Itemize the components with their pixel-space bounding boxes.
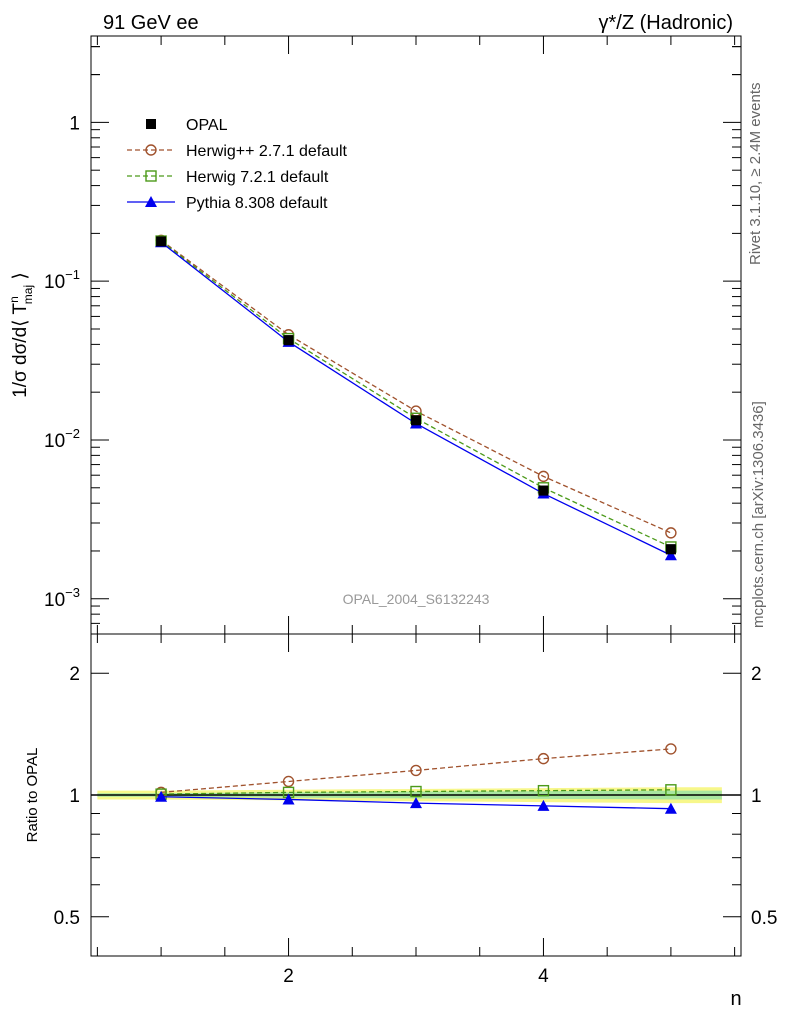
ylabel-sub: maj bbox=[21, 285, 35, 304]
legend-marker bbox=[145, 170, 157, 182]
ratio-point bbox=[665, 743, 677, 755]
y-tick-label: 10−3 bbox=[44, 585, 80, 611]
legend-label: Pythia 8.308 default bbox=[186, 195, 328, 212]
legend-marker bbox=[146, 119, 156, 129]
ratio-line bbox=[161, 789, 671, 795]
rivet-label: Rivet 3.1.10, ≥ 2.4M events bbox=[747, 83, 764, 266]
data-point bbox=[283, 335, 294, 346]
legend-label: OPAL bbox=[186, 117, 228, 134]
ratio-series bbox=[155, 743, 677, 814]
ratio-point bbox=[410, 785, 422, 798]
ratio-y-tick-label: 2 bbox=[69, 664, 80, 685]
ratio-y-tick-label: 1 bbox=[69, 786, 80, 807]
ratio-point bbox=[410, 764, 422, 777]
tick-base: 10 bbox=[44, 590, 65, 611]
ratio-y-tick-label: 0.5 bbox=[54, 908, 80, 929]
ratio-point bbox=[282, 775, 295, 788]
data-point bbox=[538, 485, 549, 496]
tick-exp: −2 bbox=[65, 426, 80, 441]
ylabel-part: ⟩ bbox=[10, 272, 31, 285]
legend: OPAL Herwig++ 2.7.1 default Herwig 7.2.1 d… bbox=[127, 117, 348, 212]
ratio-point bbox=[665, 784, 677, 796]
series-line bbox=[160, 241, 672, 556]
ratio-y-tick-label: 2 bbox=[751, 664, 762, 685]
left-title: 91 GeV ee bbox=[103, 12, 199, 34]
ratio-ylabel: Ratio to OPAL bbox=[24, 748, 41, 843]
legend-marker bbox=[145, 196, 157, 207]
tick-exp: −3 bbox=[65, 585, 80, 600]
ratio-point bbox=[537, 752, 550, 765]
data-point bbox=[664, 549, 677, 561]
ylabel-sup: n bbox=[7, 296, 21, 303]
ratio-y-tick-label: 1 bbox=[751, 786, 762, 807]
analysis-watermark: OPAL_2004_S6132243 bbox=[343, 591, 490, 607]
series-line bbox=[160, 240, 672, 548]
source-label: mcplots.cern.ch [arXiv:1306.3436] bbox=[750, 401, 767, 628]
ratio-y-tick-label: 0.5 bbox=[751, 908, 777, 929]
y-tick-label: 10−2 bbox=[44, 426, 80, 452]
ratio-point bbox=[410, 797, 422, 809]
ratio-point bbox=[155, 790, 168, 802]
legend-marker bbox=[145, 144, 157, 156]
tick-exp: −1 bbox=[65, 267, 80, 282]
data-point bbox=[537, 470, 550, 483]
legend-label: Herwig 7.2.1 default bbox=[186, 169, 329, 186]
main-series bbox=[155, 234, 677, 561]
legend-label: Herwig++ 2.7.1 default bbox=[186, 143, 348, 160]
tick-base: 10 bbox=[44, 431, 65, 452]
data-point bbox=[665, 544, 676, 555]
tick-base: 10 bbox=[44, 272, 65, 293]
x-tick-label: 4 bbox=[538, 966, 549, 987]
data-point bbox=[156, 236, 167, 247]
right-title: γ*/Z (Hadronic) bbox=[599, 12, 733, 34]
x-axis-label: n bbox=[730, 988, 741, 1010]
ratio-point bbox=[282, 793, 295, 805]
data-point bbox=[665, 527, 677, 539]
ylabel-part: 1/σ dσ/d⟨ T bbox=[10, 303, 31, 398]
main-ylabel: 1/σ dσ/d⟨ Tnmaj ⟩ bbox=[7, 272, 35, 398]
ratio-point bbox=[537, 784, 550, 797]
ratio-line bbox=[161, 748, 671, 794]
main-ylabel-text: 1/σ dσ/d⟨ Tnmaj ⟩ bbox=[7, 272, 35, 398]
ratio-point bbox=[537, 799, 550, 811]
x-tick-label: 2 bbox=[283, 966, 294, 987]
data-point bbox=[411, 415, 421, 426]
y-tick-label: 1 bbox=[69, 113, 80, 134]
y-tick-label: 10−1 bbox=[44, 267, 80, 293]
main-ticks: 10−310−210−11 bbox=[44, 36, 741, 635]
series-line bbox=[160, 239, 672, 534]
ratio-point bbox=[664, 802, 677, 814]
